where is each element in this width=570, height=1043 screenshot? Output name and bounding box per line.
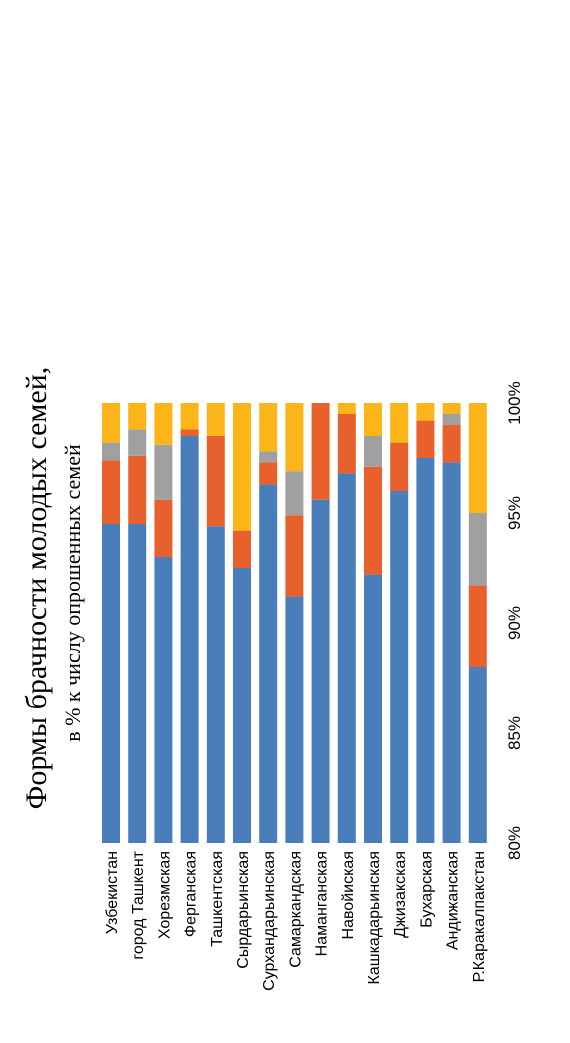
bar-segment-10-series-2 [337, 414, 356, 474]
chart-subtitle: в % к числу опрошенных семей [60, 444, 85, 742]
bar-segment-11-series-1 [364, 574, 382, 843]
bar-segment-3-series-3 [154, 444, 173, 500]
category-label: Сырдарьинская [235, 851, 252, 969]
bar-segment-5-series-1 [206, 526, 225, 843]
x-tick-label: 85% [505, 716, 524, 750]
chart-title: Формы брачности молодых семей, [20, 367, 53, 810]
x-tick-label: 100% [505, 381, 524, 424]
category-label: Ташкентская [209, 851, 226, 947]
bar-segment-15-series-1 [468, 667, 487, 843]
bar-segment-3-series-1 [154, 557, 173, 843]
bar-segment-12-series-4 [390, 402, 409, 443]
bar-segment-7-series-3 [259, 451, 278, 463]
bar-segment-3-series-4 [154, 402, 173, 445]
category-label: Навойиская [340, 851, 357, 939]
bar-segment-12-series-1 [390, 491, 409, 843]
category-label: Хорезмская [156, 851, 173, 939]
bar-segment-11-series-4 [364, 403, 382, 436]
category-label: Самаркандская [287, 851, 304, 968]
bar-segment-12-series-2 [390, 442, 409, 491]
bar-segment-1-series-3 [102, 442, 120, 461]
bar-segment-11-series-3 [364, 435, 382, 467]
bar-segment-7-series-4 [259, 403, 278, 452]
bar-segment-8-series-3 [285, 471, 304, 516]
bar-segment-8-series-4 [285, 403, 304, 472]
bar-segment-11-series-2 [364, 466, 382, 575]
bar-segment-3-series-2 [154, 499, 173, 557]
bars-area [102, 402, 487, 843]
bar-segment-14-series-2 [442, 425, 461, 463]
bar-segment-14-series-4 [442, 403, 461, 414]
bar-segment-13-series-4 [416, 402, 435, 421]
bar-segment-8-series-1 [285, 596, 304, 843]
bar-segment-13-series-1 [416, 458, 435, 843]
category-label: Андижанская [445, 851, 462, 950]
category-labels: Узбекистан город Ташкент Хорезмская Ферганс… [104, 850, 488, 990]
x-tick-label: 80% [505, 826, 524, 860]
x-tick-label: 90% [505, 606, 524, 640]
category-label: Джизакская [392, 851, 409, 938]
bar-segment-9-series-2 [311, 402, 330, 500]
x-tick-label: 95% [505, 496, 524, 530]
bar-segment-5-series-4 [206, 403, 225, 436]
bar-segment-1-series-1 [102, 524, 120, 843]
category-label: Наманганская [314, 851, 331, 956]
bar-segment-4-series-2 [180, 429, 199, 436]
bar-segment-10-series-4 [337, 403, 356, 414]
bar-segment-15-series-2 [468, 585, 487, 667]
x-tick-labels: 80% 85% 90% 95% 100% [505, 381, 524, 860]
category-label: Сурхандарьинская [261, 851, 278, 991]
bar-segment-14-series-1 [442, 462, 461, 843]
bar-segment-4-series-4 [180, 403, 199, 430]
category-label: Бухарская [418, 851, 435, 928]
bar-segment-2-series-3 [128, 429, 147, 456]
bar-segment-7-series-2 [259, 462, 278, 485]
bar-segment-1-series-4 [102, 402, 120, 443]
category-label: Кашкадарьинская [366, 851, 383, 984]
bar-segment-2-series-1 [128, 524, 147, 843]
bar-segment-5-series-2 [206, 436, 225, 527]
bar-segment-6-series-2 [233, 530, 251, 568]
bar-segment-15-series-4 [468, 403, 487, 513]
chart-frame: Формы брачности молодых семей, в % к чис… [20, 367, 524, 991]
category-label: Узбекистан [104, 851, 121, 934]
category-label: Р.Каракалпакстан [471, 851, 488, 982]
category-label: Ферганская [183, 851, 200, 937]
bar-segment-6-series-4 [233, 402, 251, 531]
bar-segment-6-series-1 [233, 568, 251, 843]
bar-segment-15-series-3 [468, 513, 487, 586]
bar-segment-8-series-2 [285, 515, 304, 597]
bar-segment-2-series-2 [128, 455, 147, 524]
bar-segment-10-series-1 [337, 473, 356, 843]
bar-segment-7-series-1 [259, 484, 278, 843]
bar-segment-9-series-1 [311, 499, 330, 843]
bar-segment-2-series-4 [128, 403, 147, 430]
bar-segment-13-series-2 [416, 420, 435, 458]
bar-segment-1-series-2 [102, 460, 120, 524]
bar-segment-14-series-3 [442, 414, 461, 425]
category-label: город Ташкент [130, 850, 147, 959]
bar-segment-4-series-1 [180, 436, 199, 843]
